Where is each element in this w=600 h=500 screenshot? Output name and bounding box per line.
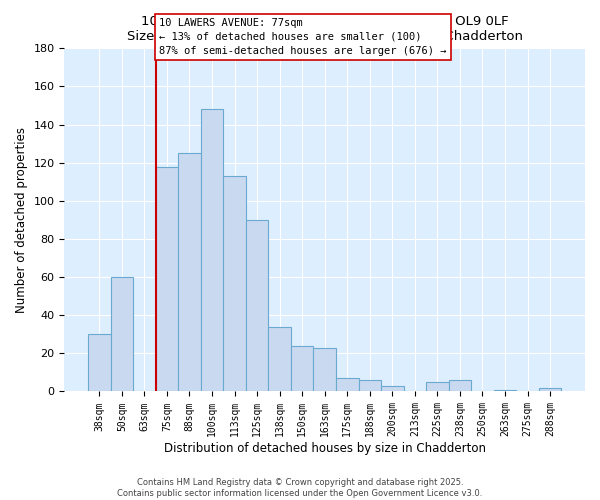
Bar xyxy=(426,382,449,392)
Bar xyxy=(110,277,133,392)
Bar xyxy=(223,176,246,392)
Bar xyxy=(201,110,223,392)
Bar xyxy=(246,220,268,392)
X-axis label: Distribution of detached houses by size in Chadderton: Distribution of detached houses by size … xyxy=(164,442,486,455)
Bar xyxy=(449,380,471,392)
Y-axis label: Number of detached properties: Number of detached properties xyxy=(15,127,28,313)
Bar xyxy=(359,380,381,392)
Bar xyxy=(155,166,178,392)
Bar xyxy=(313,348,336,392)
Bar xyxy=(539,388,562,392)
Bar xyxy=(88,334,110,392)
Bar xyxy=(178,153,201,392)
Bar xyxy=(494,390,516,392)
Bar xyxy=(268,326,291,392)
Bar xyxy=(291,346,313,392)
Text: 10 LAWERS AVENUE: 77sqm
← 13% of detached houses are smaller (100)
87% of semi-d: 10 LAWERS AVENUE: 77sqm ← 13% of detache… xyxy=(159,18,446,56)
Title: 10, LAWERS AVENUE, CHADDERTON, OLDHAM, OL9 0LF
Size of property relative to deta: 10, LAWERS AVENUE, CHADDERTON, OLDHAM, O… xyxy=(127,15,523,43)
Bar xyxy=(381,386,404,392)
Bar xyxy=(336,378,359,392)
Text: Contains HM Land Registry data © Crown copyright and database right 2025.
Contai: Contains HM Land Registry data © Crown c… xyxy=(118,478,482,498)
